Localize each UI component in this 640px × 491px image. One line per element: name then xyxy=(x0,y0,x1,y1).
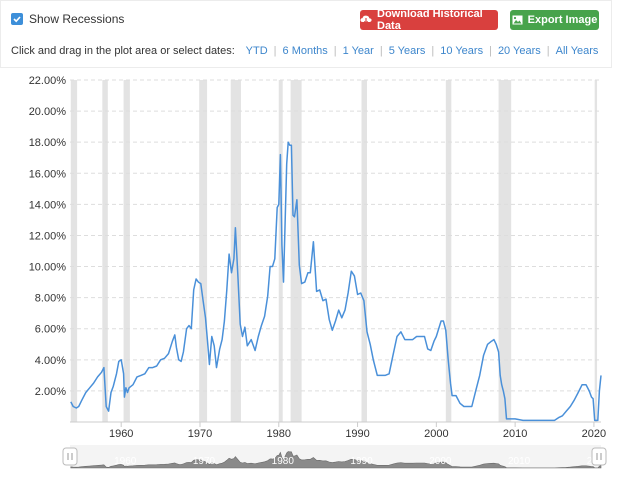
range-ytd[interactable]: YTD xyxy=(245,45,268,57)
recession-band xyxy=(70,80,78,422)
gridlines xyxy=(70,79,601,423)
image-icon xyxy=(512,15,523,25)
y-tick-label: 4.00% xyxy=(35,355,66,367)
recession-band xyxy=(278,80,283,422)
x-tick-label: 1980 xyxy=(267,428,291,440)
x-tick-label: 2020 xyxy=(582,428,606,440)
y-tick-label: 16.00% xyxy=(29,168,67,180)
x-tick-label: 2010 xyxy=(503,428,527,440)
y-tick-label: 20.00% xyxy=(29,106,67,118)
y-axis: 2.00% 4.00% 6.00% 8.00% 10.00% 12.00% 14.00% 16… xyxy=(29,75,67,398)
y-tick-label: 14.00% xyxy=(29,199,67,211)
y-tick-label: 2.00% xyxy=(35,386,66,398)
y-tick-label: 22.00% xyxy=(29,75,67,87)
recession-band xyxy=(230,80,241,422)
navigator-label: 1980 xyxy=(272,456,295,467)
navigator-series xyxy=(70,451,602,469)
recession-band xyxy=(102,80,108,422)
range-10-years[interactable]: 10 Years xyxy=(440,45,484,57)
recession-band xyxy=(199,80,208,422)
x-tick-label: 1960 xyxy=(109,428,133,440)
x-tick-label: 1990 xyxy=(345,428,369,440)
recession-band xyxy=(123,80,130,422)
cloud-download-icon xyxy=(360,15,372,25)
y-tick-label: 10.00% xyxy=(29,262,67,274)
export-label: Export Image xyxy=(527,14,598,26)
recession-band xyxy=(594,80,598,422)
navigator-label: 2000 xyxy=(429,456,452,467)
range-divider: | xyxy=(546,45,550,57)
range-6-months[interactable]: 6 Months xyxy=(282,45,328,57)
range-20-years[interactable]: 20 Years xyxy=(497,45,541,57)
show-recessions-label: Show Recessions xyxy=(29,12,125,26)
series-line xyxy=(70,141,602,422)
recession-band xyxy=(361,80,368,422)
x-tick-label: 2000 xyxy=(424,428,448,440)
range-divider: | xyxy=(379,45,383,57)
range-divider: | xyxy=(273,45,277,57)
date-range-selector: Click and drag in the plot area or selec… xyxy=(11,45,598,57)
recession-band xyxy=(498,80,512,422)
navigator-label: 2010 xyxy=(508,456,531,467)
recession-band xyxy=(290,80,302,422)
navigator-right-handle[interactable] xyxy=(591,447,607,466)
x-axis: 1960 1970 1980 1990 2000 2010 2020 xyxy=(109,422,606,440)
check-icon[interactable] xyxy=(11,13,23,25)
range-5-years[interactable]: 5 Years xyxy=(388,45,426,57)
range-prompt: Click and drag in the plot area or selec… xyxy=(11,45,235,57)
navigator-label: 1990 xyxy=(350,456,373,467)
navigator-left-handle[interactable] xyxy=(62,447,78,466)
recession-bands xyxy=(70,80,598,422)
range-divider: | xyxy=(489,45,492,57)
range-divider: | xyxy=(431,45,435,57)
download-historical-data-button[interactable]: Download Historical Data xyxy=(360,8,498,32)
download-label: Download Historical Data xyxy=(377,8,483,32)
y-tick-label: 8.00% xyxy=(35,293,66,305)
show-recessions-toggle[interactable]: Show Recessions xyxy=(11,12,124,26)
range-divider: | xyxy=(333,45,337,57)
range-1-year[interactable]: 1 Year xyxy=(342,45,374,57)
interest-rate-chart[interactable]: 2.00% 4.00% 6.00% 8.00% 10.00% 12.00% 14.00% 16… xyxy=(0,68,640,491)
export-image-button[interactable]: Export Image xyxy=(510,10,599,30)
y-tick-label: 12.00% xyxy=(29,230,67,242)
y-tick-label: 18.00% xyxy=(29,137,67,149)
x-tick-label: 1970 xyxy=(188,428,212,440)
range-all-years[interactable]: All Years xyxy=(555,45,599,57)
chart-toolbar: Show Recessions Download Historical Data… xyxy=(0,0,612,68)
recession-band xyxy=(445,80,452,422)
navigator-label: 1970 xyxy=(193,456,216,467)
navigator-label: 1960 xyxy=(114,456,137,467)
y-tick-label: 6.00% xyxy=(35,324,66,336)
